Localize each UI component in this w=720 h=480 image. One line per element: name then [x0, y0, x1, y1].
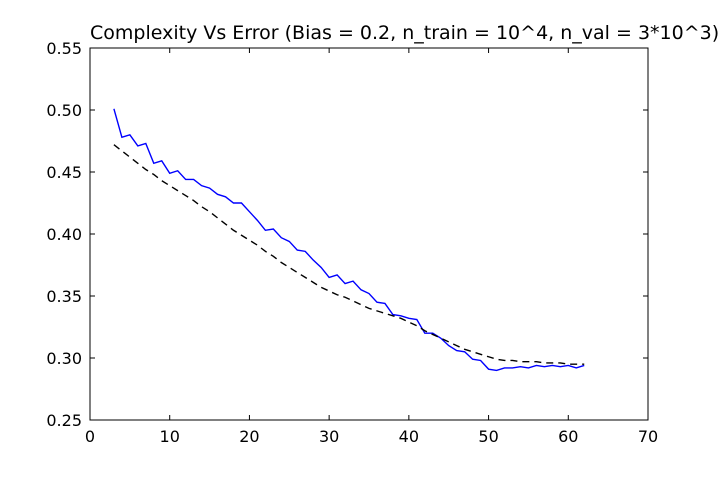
x-tick-label: 50	[478, 427, 498, 446]
x-tick-label: 30	[319, 427, 339, 446]
y-tick-label: 0.35	[46, 287, 82, 306]
x-tick-label: 10	[160, 427, 180, 446]
x-tick-label: 70	[638, 427, 658, 446]
series-line-1	[113, 108, 585, 372]
x-tick-label: 40	[399, 427, 419, 446]
x-tick-label: 60	[558, 427, 578, 446]
y-tick-label: 0.45	[46, 163, 82, 182]
y-tick-label: 0.50	[46, 101, 82, 120]
x-tick-label: 20	[239, 427, 259, 446]
chart-title: Complexity Vs Error (Bias = 0.2, n_train…	[90, 22, 720, 44]
series-line-2	[113, 144, 585, 365]
y-tick-label: 0.30	[46, 349, 82, 368]
y-tick-label: 0.55	[46, 39, 82, 58]
series-layer	[113, 108, 585, 372]
x-tick-label: 0	[85, 427, 95, 446]
y-tick-label: 0.40	[46, 225, 82, 244]
y-tick-label: 0.25	[46, 411, 82, 430]
axis-ticks: 0 10 20 30 40 50 60 70 0.25 0.30 0.35 0.40 0.45 0.50 0…	[46, 39, 658, 446]
